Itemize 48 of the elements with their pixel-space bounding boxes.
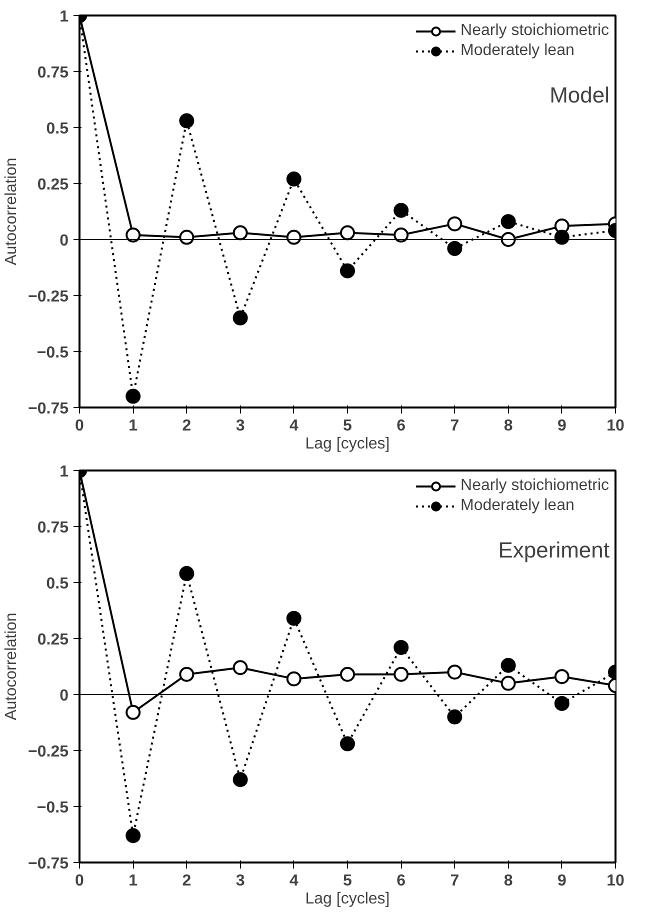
annotation: Model [550, 82, 610, 108]
x-tick-label: 0 [75, 418, 84, 434]
y-tick-label: 0.5 [46, 576, 69, 592]
x-tick-label: 10 [606, 872, 624, 890]
y-tick-label: −0.75 [28, 856, 69, 872]
x-tick-label: 1 [128, 872, 138, 890]
y-tick-label: 0.25 [37, 176, 69, 194]
annotation: Experiment [498, 538, 610, 562]
y-tick-label: 0 [60, 232, 69, 250]
x-tick-label: 3 [236, 872, 245, 890]
y-tick-label: 0.75 [37, 64, 69, 82]
x-tick-label: 6 [396, 872, 406, 890]
x-tick-label: 9 [557, 418, 566, 434]
legend-label: Moderately lean [460, 42, 574, 60]
x-tick-label: 8 [504, 872, 513, 890]
x-tick-label: 4 [289, 418, 298, 434]
y-tick-label: 0.75 [37, 520, 69, 536]
x-tick-label: 9 [557, 872, 566, 890]
x-tick-label: 8 [504, 418, 513, 434]
y-tick-label: 1 [60, 464, 69, 480]
y-tick-label: −0.25 [28, 744, 69, 760]
x-tick-label: 7 [450, 872, 460, 890]
y-tick-label: −0.5 [36, 800, 69, 816]
legend-label: Nearly stoichiometric [460, 477, 609, 495]
x-axis-title: Lag [cycles] [305, 436, 390, 452]
y-tick-label: −0.75 [28, 400, 69, 418]
y-tick-label: 0.5 [46, 120, 69, 138]
y-tick-label: 0.25 [37, 632, 69, 648]
x-tick-label: 3 [236, 418, 245, 434]
x-tick-label: 4 [289, 872, 298, 890]
x-tick-label: 5 [343, 418, 352, 434]
x-tick-label: 5 [343, 872, 352, 890]
y-tick-label: 0 [60, 688, 69, 704]
x-tick-label: 0 [75, 872, 84, 890]
x-tick-label: 1 [128, 418, 138, 434]
legend-label: Nearly stoichiometric [460, 22, 609, 40]
legend-label: Moderately lean [460, 497, 574, 515]
x-tick-label: 7 [450, 418, 460, 434]
y-tick-label: −0.5 [36, 344, 69, 362]
x-tick-label: 10 [606, 418, 624, 434]
y-tick-label: 1 [60, 8, 69, 26]
x-tick-label: 2 [182, 418, 192, 434]
x-tick-label: 6 [396, 418, 406, 434]
y-axis-title: Autocorrelation [3, 612, 20, 720]
x-tick-label: 2 [182, 872, 192, 890]
y-tick-label: −0.25 [28, 288, 69, 306]
y-axis-title: Autocorrelation [3, 158, 20, 266]
x-axis-title: Lag [cycles] [305, 890, 390, 908]
